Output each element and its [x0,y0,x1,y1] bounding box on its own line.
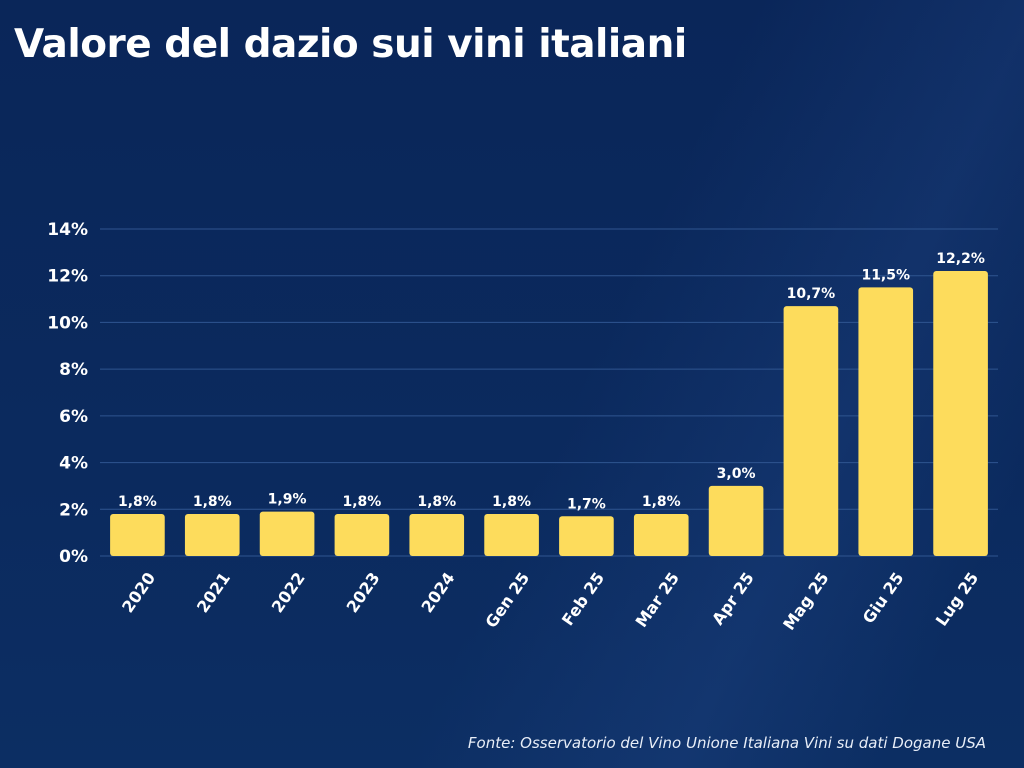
y-tick-label: 2% [59,500,88,520]
x-tick-label: Lug 25 [932,569,982,630]
x-tick-label: Gen 25 [482,569,534,632]
data-label: 1,8% [642,494,681,510]
data-label: 1,8% [118,494,157,510]
x-tick-label: 2021 [193,569,234,616]
data-label: 1,9% [268,492,307,508]
bar-apr-25 [708,485,764,556]
bar-gen-25 [484,513,539,556]
data-label: 1,8% [417,494,456,510]
data-label: 3,0% [717,466,756,482]
x-tick-label: 2024 [417,569,458,616]
x-tick-label: Mar 25 [632,569,683,631]
x-tick-label: Giu 25 [859,569,908,627]
data-label: 1,7% [567,496,606,512]
gridlines [100,228,998,557]
bar-lug-25 [933,271,988,556]
data-labels: 1,8% 1,8% 1,9% 1,8% 1,8% 1,8% 1,7% 1,8% 3,0% 10,7… [118,251,985,512]
y-tick-label: 10% [47,313,88,333]
x-tick-label: Apr 25 [708,569,758,629]
chart-title: Valore del dazio sui vini italiani [14,22,687,67]
bar-2021 [184,513,240,556]
y-tick-label: 6% [59,407,88,427]
data-label: 12,2% [936,251,985,267]
data-label: 1,8% [343,494,382,510]
data-label: 1,8% [492,494,531,510]
bar-2020 [110,513,165,556]
y-tick-label: 4% [59,454,88,474]
x-axis: 2020 2021 2022 2023 2024 Gen 25 Feb 25 Mar 25 Ap… [118,569,982,634]
bar-2024 [409,513,465,556]
bar-mar-25 [633,513,689,556]
x-tick-label: Feb 25 [558,569,608,629]
bars [110,271,988,556]
bar-2022 [259,511,315,556]
y-tick-label: 14% [47,220,88,240]
data-label: 1,8% [193,494,232,510]
x-tick-label: Mag 25 [779,569,832,634]
bar-2023 [334,513,390,556]
y-axis: 0% 2% 4% 6% 8% 10% 12% 14% [47,220,88,567]
bar-mag-25 [783,306,839,556]
y-tick-label: 0% [59,547,88,567]
bar-giu-25 [858,287,914,556]
x-tick-label: 2020 [118,569,159,616]
data-label: 10,7% [787,286,836,302]
source-note: Fonte: Osservatorio del Vino Unione Ital… [467,734,986,752]
data-label: 11,5% [861,267,910,283]
y-tick-label: 12% [47,267,88,287]
x-tick-label: 2023 [343,569,384,616]
y-tick-label: 8% [59,360,88,380]
x-tick-label: 2022 [268,569,309,616]
bar-feb-25 [559,516,614,556]
